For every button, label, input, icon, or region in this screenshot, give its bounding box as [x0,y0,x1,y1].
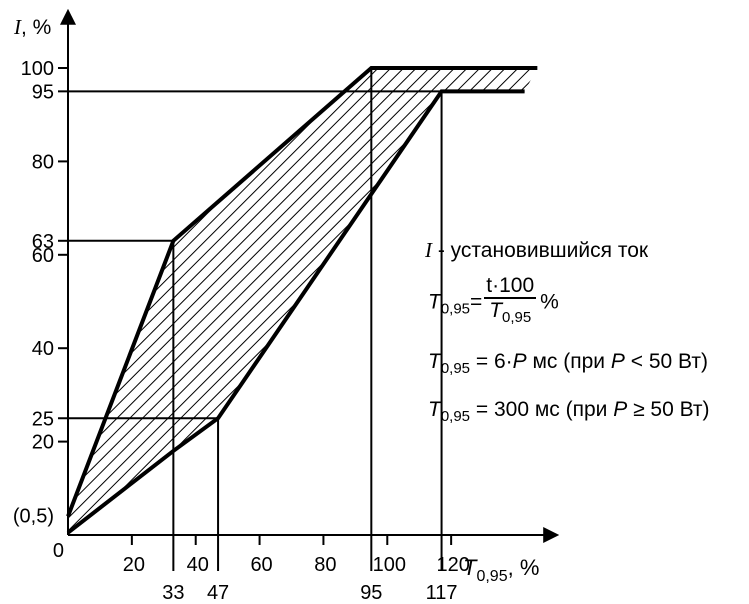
y-axis-title: I, % [13,15,51,39]
x-mark-label-117: 117 [426,582,458,604]
y-tick-label-40: 40 [32,338,54,360]
formula-t-symbol: T [428,290,441,314]
tolerance-band-fill [68,68,538,533]
y-axis-unit: , % [21,16,51,39]
low-power-p2: P [610,350,625,373]
y-mark-label-(0,5): (0,5) [13,506,54,528]
y-tick-label-60: 60 [32,245,54,267]
high-power-t-subscript: 0,95 [440,408,471,425]
high-power-p: P [613,398,628,421]
legend-formula-high-power: T0,95 = 300 мс (при P ≥ 50 Вт) [428,398,710,425]
legend-current-definition: I - установившийся ток [425,238,648,263]
current-symbol: I [425,238,432,262]
x-tick-label-80: 80 [314,554,336,576]
formula-numerator: t·100 [484,274,537,299]
low-power-equals: = 6· [470,350,513,373]
axes [58,8,560,545]
high-power-text-b: ≥ 50 Вт) [627,398,710,421]
y-mark-label-63: 63 [32,231,54,253]
y-mark-label-25: 25 [32,408,54,430]
y-tick-label-100: 100 [21,58,54,80]
formula-fraction: t·100 T0,95 [484,274,537,330]
x-mark-label-33: 33 [162,582,184,604]
formula-denominator: T0,95 [484,299,536,330]
low-power-text-a: мс (при [526,350,611,373]
x-tick-label-40: 40 [187,554,209,576]
x-tick-label-60: 60 [250,554,272,576]
x-tick-label-120: 120 [436,554,469,576]
x-axis-subscript: 0,95 [476,568,507,585]
formula-unit: % [540,290,559,314]
legend-formula-low-power: T0,95 = 6·P мс (при P < 50 Вт) [428,350,708,377]
upper-boundary-line [66,66,538,518]
tick-labels: 20 40 60 80 100 (0,5) 25 63 95 0 20 40 60 80 100 120 33 4… [13,15,540,604]
current-definition-text: - установившийся ток [432,239,649,262]
x-mark-label-47: 47 [207,582,229,604]
origin-label: 0 [53,540,64,562]
low-power-text-b: < 50 Вт) [624,350,708,373]
y-mark-label-95: 95 [32,81,54,103]
y-tick-label-20: 20 [32,432,54,454]
x-axis-symbol: T [463,555,478,580]
x-axis-unit: , % [508,555,540,580]
x-axis-title: T0,95, % [463,555,539,585]
x-mark-label-95: 95 [360,582,382,604]
low-power-t-subscript: 0,95 [440,360,471,377]
formula-t-subscript: 0,95 [440,300,471,318]
denominator-subscript: 0,95 [502,309,532,326]
high-power-t: T [428,398,441,421]
y-axis-symbol: I [13,15,22,39]
low-power-p: P [512,350,527,373]
low-power-t: T [428,350,441,373]
high-power-text-a: = 300 мс (при [470,398,614,421]
numerator-text: t·100 [486,274,535,297]
denominator-t: T [489,299,503,322]
formula-equals: = [470,290,483,314]
x-tick-label-100: 100 [373,554,406,576]
legend-formula-ratio: T0,95= t·100 T0,95% [428,274,559,330]
y-tick-label-80: 80 [32,151,54,173]
guide-lines [68,68,525,571]
x-tick-label-20: 20 [123,554,145,576]
